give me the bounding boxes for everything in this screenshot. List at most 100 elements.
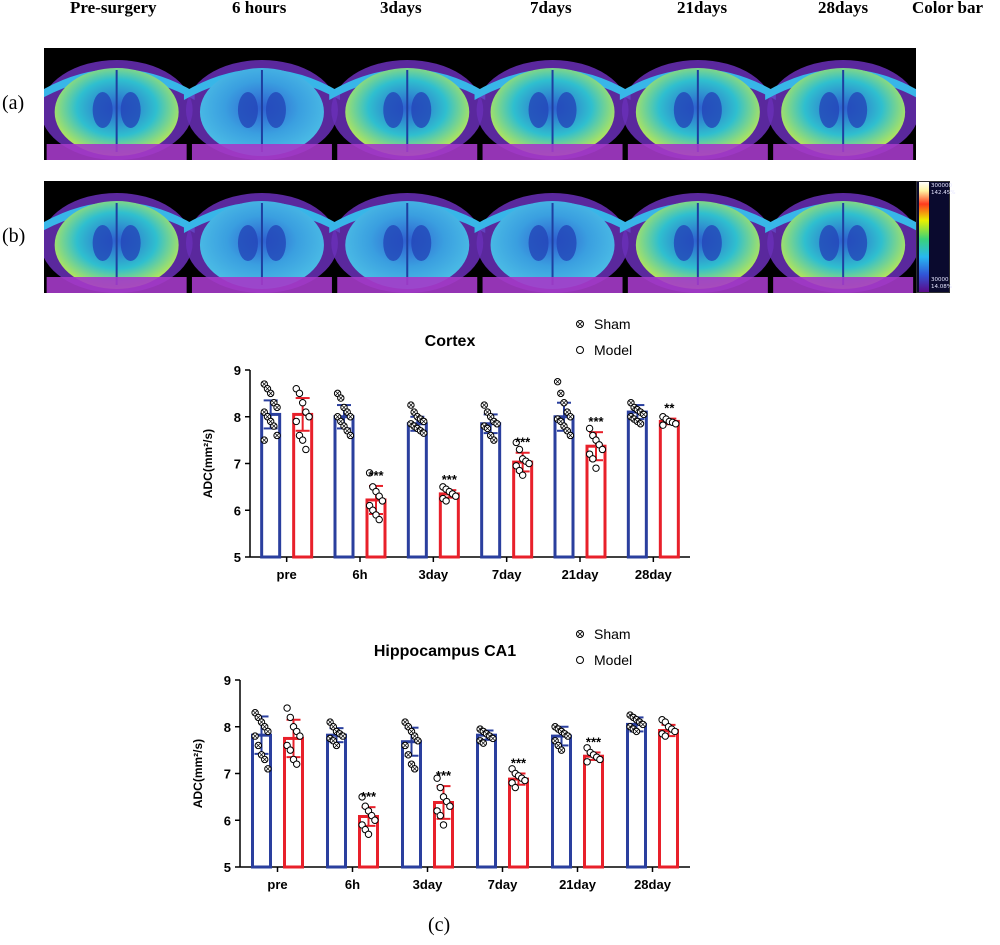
model-point xyxy=(436,783,444,792)
sham-point-cross xyxy=(265,766,271,772)
mri-slice xyxy=(183,193,340,293)
sham-point-cross xyxy=(567,414,573,420)
mri-ventricle xyxy=(411,92,432,128)
model-point xyxy=(515,445,524,454)
sham-point-cross xyxy=(484,731,489,737)
sham-point-cross xyxy=(485,425,490,431)
significance-label: *** xyxy=(368,468,384,483)
mri-slice xyxy=(765,60,916,160)
color-bar-top-value: 300000 xyxy=(931,183,952,189)
legend-label-sham: Sham xyxy=(594,316,631,332)
model-point xyxy=(371,816,379,824)
model-point xyxy=(596,755,604,764)
sham-point-cross xyxy=(405,724,411,730)
sham-point-cross xyxy=(274,404,280,410)
mri-base-tissue xyxy=(482,277,623,293)
sham-point-cross xyxy=(555,726,561,732)
model-point xyxy=(659,421,667,429)
sham-point-cross xyxy=(408,421,414,427)
sham-point-cross xyxy=(638,421,643,427)
model-point xyxy=(292,417,300,426)
sham-point-cross xyxy=(637,719,643,725)
sham-point-cross xyxy=(335,414,341,420)
sham-point-cross xyxy=(330,724,336,730)
sham-point-cross xyxy=(418,416,423,422)
model-point xyxy=(286,713,295,722)
sham-point-cross xyxy=(627,712,633,718)
sham-point-cross xyxy=(421,430,427,436)
mri-ventricle xyxy=(120,92,141,128)
x-tick-label: 21day xyxy=(562,567,600,582)
sham-point-cross xyxy=(480,740,486,746)
sham-point-cross xyxy=(414,425,420,431)
x-tick-label: 6h xyxy=(345,877,360,892)
mri-ventricle xyxy=(92,225,113,261)
sham-point-cross xyxy=(415,738,421,744)
mri-base-tissue xyxy=(46,277,187,293)
model-bar xyxy=(583,754,604,869)
color-bar-bottom-value: 30000 xyxy=(931,277,949,283)
mri-strip-a xyxy=(44,60,916,160)
color-bar-bottom-percent: 14.08% xyxy=(931,284,952,290)
model-point xyxy=(433,774,441,782)
mri-ventricle xyxy=(556,225,577,261)
sham-point-cross xyxy=(337,731,343,737)
sham-point-cross xyxy=(402,743,408,748)
x-tick-label: 3day xyxy=(413,877,443,892)
chart-title: Cortex xyxy=(425,333,476,350)
model-point xyxy=(296,732,304,740)
mri-skull-band xyxy=(474,69,631,100)
sham-point-cross xyxy=(634,407,640,413)
y-axis-label: ADC(mm²/s) xyxy=(201,429,215,498)
sham-point-cross xyxy=(418,428,423,434)
significance-label: *** xyxy=(586,734,602,749)
sham-point-cross xyxy=(408,402,414,408)
sham-bar xyxy=(626,722,647,869)
mri-ventricle xyxy=(383,225,404,261)
sham-point-cross xyxy=(338,395,344,401)
x-tick-label: 28day xyxy=(635,567,673,582)
mri-row-sham xyxy=(44,48,916,160)
model-point xyxy=(521,776,529,785)
model-bar xyxy=(658,419,680,559)
sham-point-cross xyxy=(409,728,414,734)
model-point xyxy=(293,760,301,768)
panel-c-label: (c) xyxy=(428,914,451,936)
model-point xyxy=(305,413,313,421)
sham-point-cross xyxy=(347,433,353,438)
sham-point-cross xyxy=(555,416,561,422)
model-point xyxy=(302,445,310,454)
column-header-pre-surgery: Pre-surgery xyxy=(70,0,157,17)
sham-point-cross xyxy=(265,728,271,734)
y-tick-label: 6 xyxy=(234,503,241,518)
model-point xyxy=(671,727,679,736)
model-bar xyxy=(438,492,460,559)
mri-ventricle xyxy=(265,225,286,261)
model-point xyxy=(295,389,304,398)
model-point xyxy=(512,438,520,447)
mri-slice xyxy=(619,60,776,160)
sham-point-cross xyxy=(330,738,336,744)
sham-point-cross xyxy=(634,418,640,424)
sham-point-cross xyxy=(265,414,270,420)
sham-point-cross xyxy=(487,733,493,739)
sham-point-cross xyxy=(490,735,496,741)
model-point xyxy=(518,471,527,479)
sham-point-cross xyxy=(274,433,280,438)
sham-bar xyxy=(626,410,648,559)
model-point xyxy=(589,455,597,463)
mri-slice xyxy=(619,193,776,293)
sham-point-cross xyxy=(567,433,573,438)
sham-point-cross xyxy=(477,738,483,744)
sham-point-cross xyxy=(488,414,494,420)
mri-skull-band xyxy=(329,202,486,233)
model-point xyxy=(511,783,519,792)
mri-ventricle xyxy=(556,92,577,128)
significance-label: *** xyxy=(511,756,527,771)
sham-point-cross xyxy=(411,423,417,429)
mri-slice xyxy=(765,193,916,293)
sham-point-cross xyxy=(409,761,414,767)
y-tick-label: 7 xyxy=(224,767,231,782)
sham-point-cross xyxy=(262,724,268,730)
sham-point-cross xyxy=(334,743,339,748)
